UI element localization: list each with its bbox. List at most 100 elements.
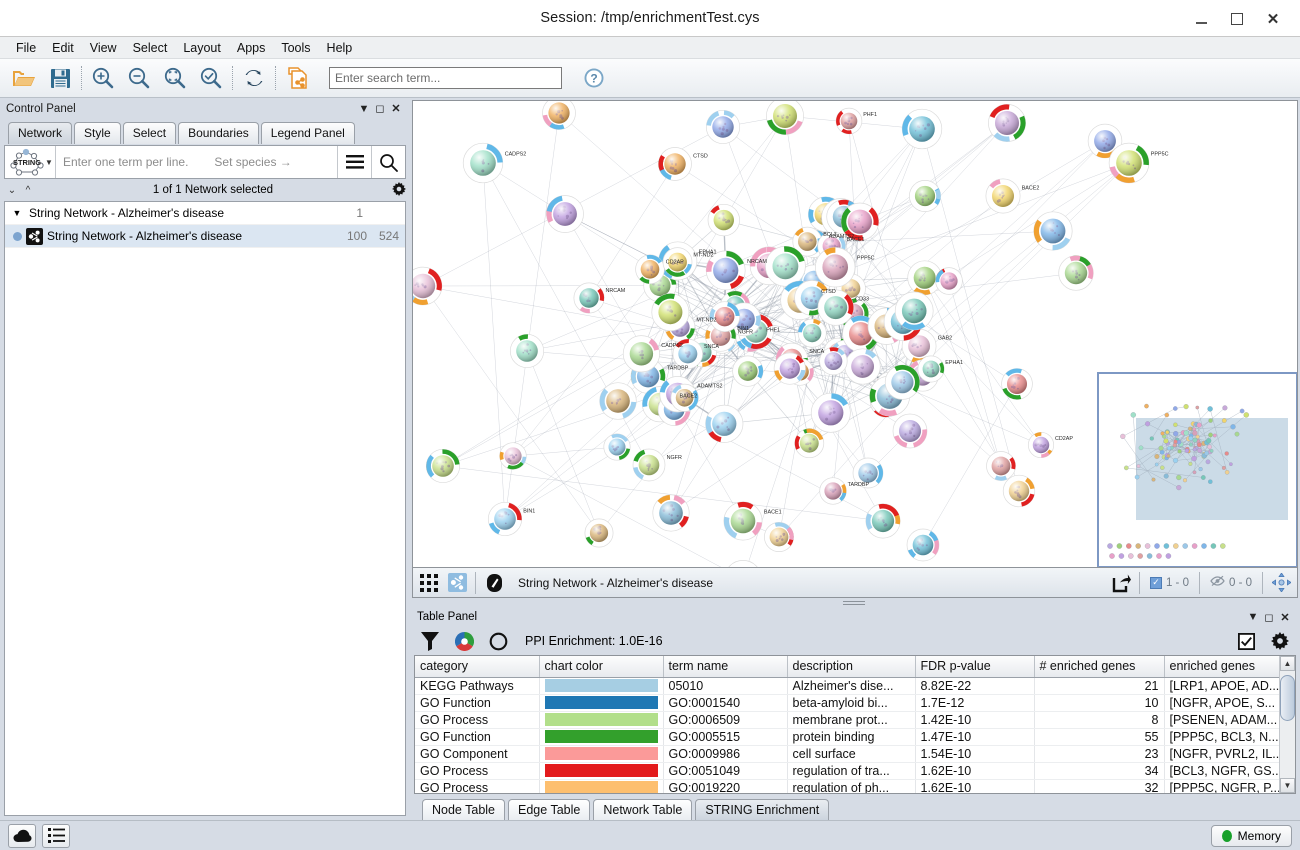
- network-node[interactable]: [773, 352, 806, 385]
- network-node[interactable]: [1058, 255, 1094, 291]
- zoom-selected-icon[interactable]: [193, 61, 229, 95]
- menu-view[interactable]: View: [89, 40, 117, 55]
- network-node[interactable]: [792, 226, 823, 257]
- hidden-items-chip[interactable]: 0 - 0: [1204, 575, 1258, 590]
- menu-layout[interactable]: Layout: [183, 40, 221, 55]
- network-node[interactable]: [573, 282, 605, 314]
- network-node[interactable]: [546, 195, 584, 233]
- network-overview-panel[interactable]: [1097, 372, 1297, 567]
- string-query-input[interactable]: Enter one term per line. Set species →: [56, 155, 337, 169]
- tab-style[interactable]: Style: [74, 122, 121, 144]
- close-panel-icon[interactable]: ✕: [1280, 611, 1290, 624]
- table-row[interactable]: KEGG Pathways 05010 Alzheimer's dise... 8.8…: [415, 677, 1279, 695]
- memory-status-button[interactable]: Memory: [1210, 824, 1292, 847]
- network-node[interactable]: [764, 522, 794, 552]
- network-node[interactable]: [909, 180, 941, 212]
- tab-string-enrichment[interactable]: STRING Enrichment: [695, 799, 830, 820]
- network-node[interactable]: [487, 501, 523, 537]
- network-node[interactable]: [819, 477, 847, 505]
- tab-boundaries[interactable]: Boundaries: [178, 122, 259, 144]
- network-node[interactable]: [901, 108, 943, 150]
- network-node[interactable]: [509, 333, 545, 369]
- network-child-row[interactable]: String Network - Alzheimer's disease 100…: [5, 225, 405, 248]
- scroll-up-arrow-icon[interactable]: ▲: [1280, 656, 1295, 671]
- network-node[interactable]: [817, 289, 854, 326]
- zoom-out-icon[interactable]: [121, 61, 157, 95]
- chevron-down-icon[interactable]: ▼: [1247, 611, 1259, 623]
- network-node[interactable]: [651, 293, 690, 332]
- open-folder-icon[interactable]: [6, 61, 42, 95]
- network-node[interactable]: [988, 104, 1026, 142]
- network-node[interactable]: [705, 404, 744, 443]
- table-row[interactable]: GO Process GO:0019220 regulation of ph... 1…: [415, 779, 1279, 793]
- network-node[interactable]: [894, 291, 934, 331]
- navigator-icon[interactable]: [1267, 570, 1295, 596]
- table-row[interactable]: GO Function GO:0005515 protein binding 1.47…: [415, 728, 1279, 746]
- network-node[interactable]: [794, 428, 825, 459]
- column-header-fdr-pvalue[interactable]: FDR p-value: [915, 656, 1035, 678]
- network-node[interactable]: [844, 348, 881, 385]
- network-list[interactable]: ▼ String Network - Alzheimer's disease 1…: [4, 201, 406, 816]
- table-row[interactable]: GO Process GO:0006509 membrane prot... 1.42…: [415, 711, 1279, 729]
- task-list-icon[interactable]: [42, 823, 70, 848]
- chevron-down-icon[interactable]: ▼: [358, 102, 370, 115]
- gear-icon[interactable]: [392, 181, 406, 199]
- string-species-hint[interactable]: Set species →: [214, 155, 292, 169]
- annotation-icon[interactable]: [480, 570, 508, 596]
- help-icon[interactable]: ?: [576, 61, 612, 95]
- menu-file[interactable]: File: [16, 40, 37, 55]
- network-node[interactable]: [840, 202, 879, 241]
- menu-tools[interactable]: Tools: [281, 40, 311, 55]
- zoom-in-icon[interactable]: [85, 61, 121, 95]
- network-node[interactable]: [723, 501, 763, 541]
- column-header-enriched-gene-count[interactable]: # enriched genes: [1034, 656, 1165, 678]
- network-node[interactable]: [413, 266, 443, 306]
- close-panel-icon[interactable]: ✕: [391, 103, 401, 115]
- tab-select[interactable]: Select: [122, 122, 177, 144]
- tab-node-table[interactable]: Node Table: [422, 799, 506, 820]
- maximize-button[interactable]: [1226, 8, 1248, 30]
- checkbox-icon[interactable]: [1235, 629, 1257, 653]
- minimize-button[interactable]: [1190, 8, 1212, 30]
- expand-all-icon[interactable]: ^: [25, 184, 31, 196]
- network-node[interactable]: [622, 335, 660, 373]
- scrollbar-track[interactable]: [1280, 671, 1295, 778]
- scrollbar-thumb[interactable]: [1280, 675, 1295, 721]
- network-node[interactable]: [709, 301, 741, 333]
- network-node[interactable]: [986, 451, 1016, 481]
- collapse-all-icon[interactable]: ⌄: [7, 184, 17, 196]
- network-node[interactable]: [935, 267, 963, 295]
- network-node[interactable]: [842, 315, 880, 353]
- string-species-caret-icon[interactable]: ▼: [45, 157, 53, 167]
- network-node[interactable]: [884, 364, 920, 400]
- enrichment-table-body[interactable]: KEGG Pathways 05010 Alzheimer's dise... 8.8…: [415, 677, 1279, 793]
- float-panel-icon[interactable]: ◻: [1264, 611, 1274, 624]
- export-icon[interactable]: [1107, 570, 1135, 596]
- network-node[interactable]: [707, 203, 740, 237]
- float-panel-icon[interactable]: ◻: [375, 103, 385, 115]
- column-header-enriched-genes[interactable]: enriched genes: [1164, 656, 1279, 678]
- horizontal-split-handle[interactable]: [410, 598, 1298, 607]
- network-node[interactable]: [672, 338, 703, 370]
- network-node[interactable]: [599, 382, 637, 420]
- network-node[interactable]: [499, 442, 527, 470]
- close-button[interactable]: ✕: [1266, 10, 1280, 28]
- scroll-down-arrow-icon[interactable]: ▼: [1280, 778, 1295, 793]
- network-node[interactable]: [765, 245, 806, 287]
- network-node[interactable]: [1108, 142, 1150, 184]
- donut-icon[interactable]: [487, 629, 509, 653]
- network-node[interactable]: [724, 560, 761, 567]
- tab-legend-panel[interactable]: Legend Panel: [260, 122, 355, 144]
- network-view[interactable]: MT-ND2 ADAMTS2 SNCA BCL3 GAB2 NRCAM NGFR CTSD PH…: [412, 100, 1298, 568]
- tab-network[interactable]: Network: [8, 122, 73, 144]
- cloud-icon[interactable]: [8, 823, 36, 848]
- gear-icon[interactable]: [1269, 629, 1291, 653]
- string-logo-icon[interactable]: STRING: [5, 146, 49, 178]
- network-node[interactable]: [603, 433, 631, 461]
- network-node[interactable]: [835, 107, 863, 135]
- menu-help[interactable]: Help: [326, 40, 353, 55]
- network-node[interactable]: [917, 355, 945, 383]
- menu-edit[interactable]: Edit: [52, 40, 74, 55]
- network-node[interactable]: [658, 147, 692, 181]
- network-node[interactable]: [985, 178, 1021, 214]
